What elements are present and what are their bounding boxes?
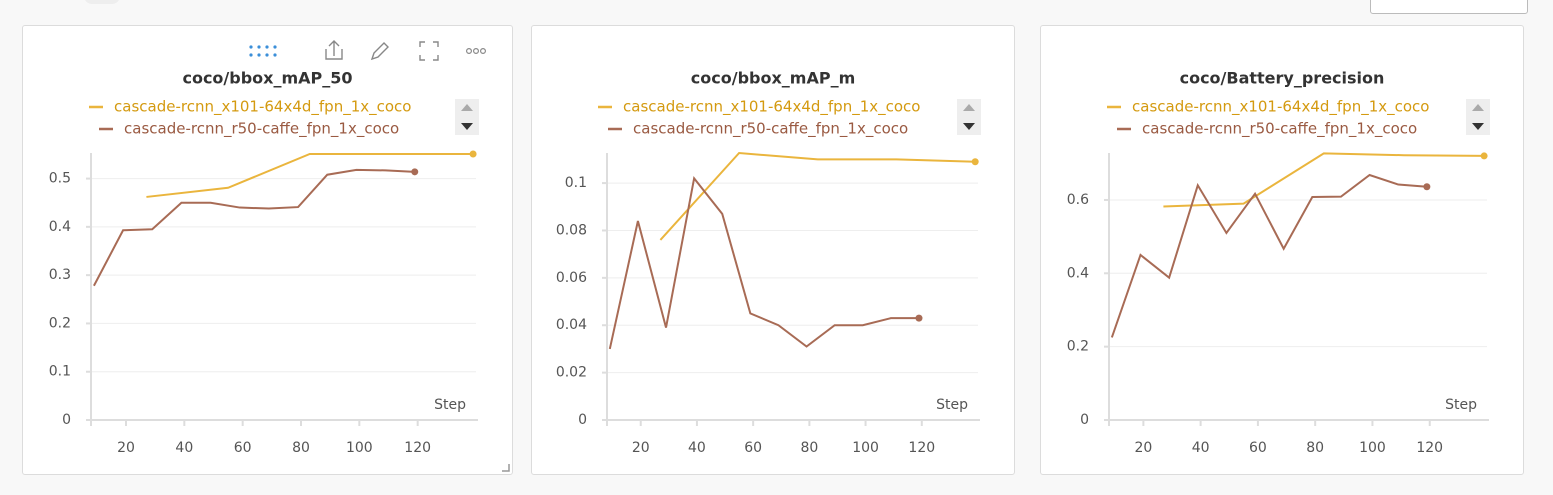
series-line [1163,152,1485,208]
x-tick-label: 100 [346,440,373,456]
x-tick-label: 20 [632,440,650,456]
x-tick-label: 40 [688,440,706,456]
series-line [659,151,976,241]
x-tick-label: 20 [117,440,135,456]
y-tick-label: 0.1 [49,364,71,380]
chart: coco/bbox_mAP_50 cascade-rcnn_x101-64x4d_… [49,40,510,472]
scroll-down[interactable] [461,123,473,130]
x-tick-label: 40 [175,440,193,456]
x-tick-label: 60 [234,440,252,456]
drag-handle-dot [265,53,269,57]
x-tick-label: 60 [744,440,762,456]
y-tick-label: 0.4 [1067,265,1089,281]
fullscreen-icon[interactable] [419,41,439,61]
drag-handle-dot [273,53,277,57]
x-tick-label: 80 [1306,440,1324,456]
legend-label[interactable]: cascade-rcnn_x101-64x4d_fpn_1x_coco [1132,98,1429,117]
resize-handle [502,464,510,472]
y-tick-label: 0.5 [49,171,71,187]
y-tick-label: 0.02 [556,365,587,381]
y-tick-label: 0.1 [565,175,587,191]
top-pill [84,0,120,4]
drag-handle-dot [249,45,253,49]
chart: coco/Battery_precision cascade-rcnn_x101-… [1067,69,1490,456]
x-tick-label: 20 [1134,440,1152,456]
series-end-dot [1423,183,1431,191]
x-axis-label: Step [936,397,968,413]
more-icon[interactable] [466,48,473,55]
edit-icon[interactable] [370,42,389,61]
chart-panel: coco/bbox_mAP_m cascade-rcnn_x101-64x4d_f… [531,25,1015,475]
drag-handle-dot [257,53,261,57]
series-line [608,176,919,350]
scroll-down[interactable] [963,123,975,130]
series-end-dot [1480,152,1488,160]
series-end-dot [469,150,477,158]
legend-label[interactable]: cascade-rcnn_r50-caffe_fpn_1x_coco [1142,120,1417,139]
scroll-up[interactable] [1472,104,1484,111]
share-icon[interactable] [325,40,343,60]
x-tick-label: 100 [852,440,879,456]
series-end-dot [411,168,419,176]
series-line [93,168,415,287]
top-button[interactable] [1370,0,1528,14]
x-tick-label: 60 [1249,440,1267,456]
y-tick-label: 0.04 [556,317,587,333]
y-tick-label: 0.2 [1067,339,1089,355]
x-tick-label: 80 [292,440,310,456]
drag-handle-dot [273,45,277,49]
more-icon[interactable] [480,48,487,55]
x-axis-label: Step [1445,397,1477,413]
y-tick-label: 0.08 [556,222,587,238]
y-tick-label: 0 [62,412,71,428]
scroll-down[interactable] [1472,123,1484,130]
more-icon[interactable] [473,48,480,55]
x-axis-label: Step [434,397,466,413]
drag-handle-dot [249,53,253,57]
x-tick-label: 80 [800,440,818,456]
y-tick-label: 0.6 [1067,192,1089,208]
legend-label[interactable]: cascade-rcnn_r50-caffe_fpn_1x_coco [124,120,399,139]
y-tick-label: 0.06 [556,270,587,286]
series-line [1110,173,1427,338]
chart-title: coco/bbox_mAP_m [691,69,855,88]
legend-label[interactable]: cascade-rcnn_r50-caffe_fpn_1x_coco [633,120,908,139]
y-tick-label: 0 [578,412,587,428]
x-tick-label: 120 [1416,440,1443,456]
x-tick-label: 120 [908,440,935,456]
y-tick-label: 0.3 [49,267,71,283]
series-end-dot [915,314,923,322]
legend-label[interactable]: cascade-rcnn_x101-64x4d_fpn_1x_coco [623,98,920,117]
drag-handle-dot [257,45,261,49]
y-tick-label: 0 [1080,412,1089,428]
series-line [146,152,474,198]
chart-panel: coco/Battery_precision cascade-rcnn_x101-… [1040,25,1524,475]
y-tick-label: 0.2 [49,315,71,331]
x-tick-label: 100 [1359,440,1386,456]
y-tick-label: 0.4 [49,219,71,235]
series-end-dot [971,158,979,166]
chart-title: coco/Battery_precision [1180,69,1385,88]
scroll-up[interactable] [963,104,975,111]
x-tick-label: 40 [1192,440,1210,456]
chart-panel: coco/bbox_mAP_50 cascade-rcnn_x101-64x4d_… [22,25,513,475]
legend-label[interactable]: cascade-rcnn_x101-64x4d_fpn_1x_coco [114,98,411,117]
x-tick-label: 120 [404,440,431,456]
chart-title: coco/bbox_mAP_50 [182,69,352,88]
chart: coco/bbox_mAP_m cascade-rcnn_x101-64x4d_f… [556,69,981,456]
scroll-up[interactable] [461,104,473,111]
drag-handle-dot [265,45,269,49]
